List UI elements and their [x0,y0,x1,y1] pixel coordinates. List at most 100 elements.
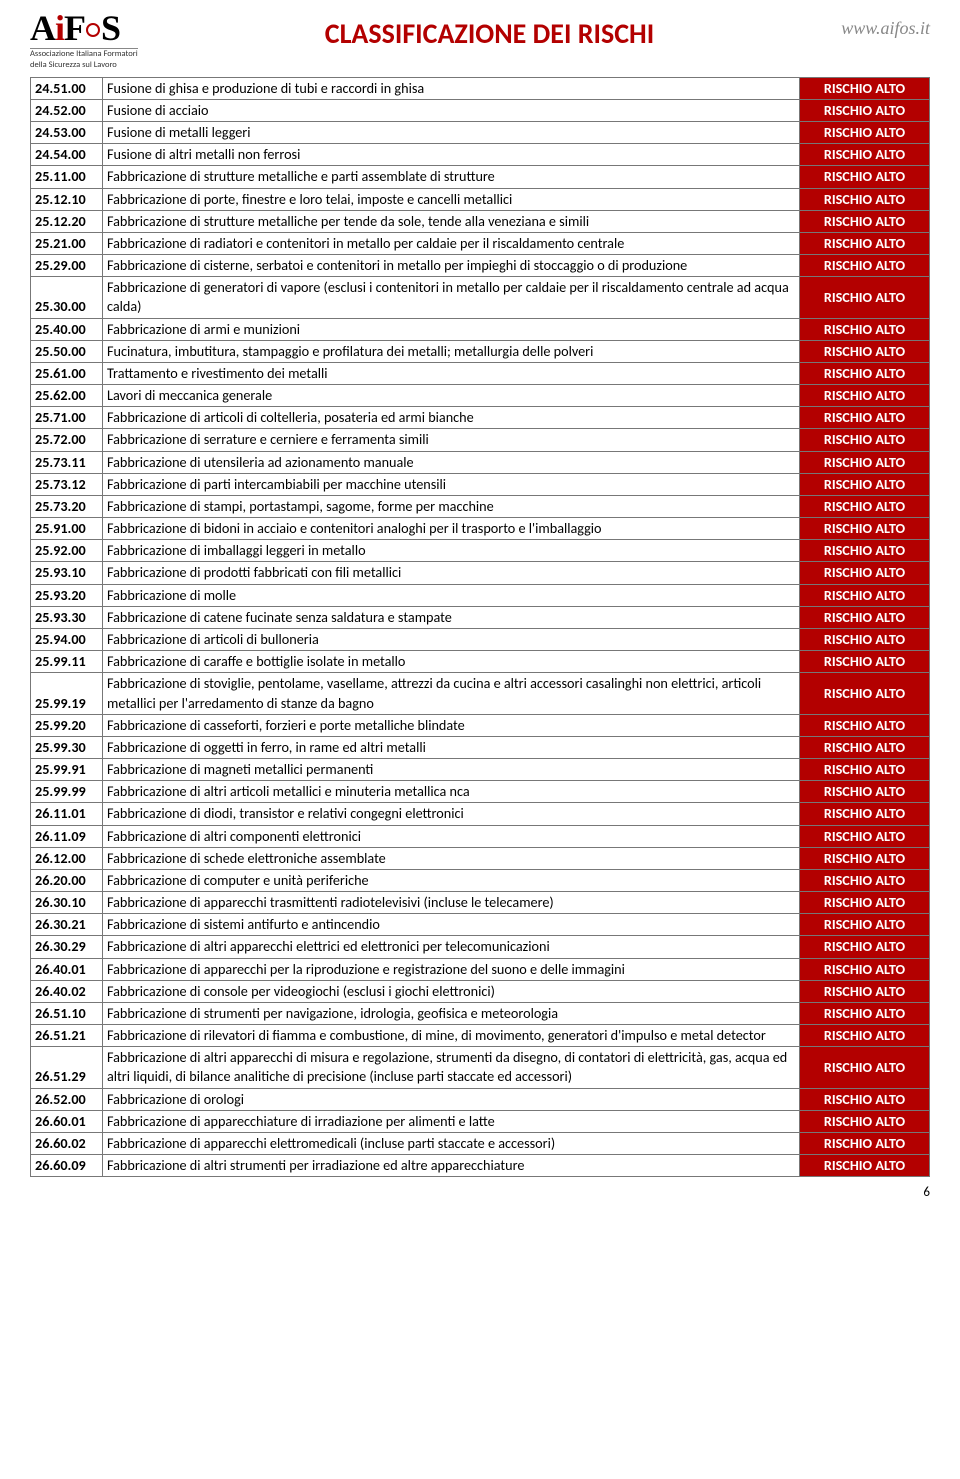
risk-cell: RISCHIO ALTO [800,255,930,277]
risk-cell: RISCHIO ALTO [800,99,930,121]
risk-cell: RISCHIO ALTO [800,1155,930,1177]
code-cell: 25.91.00 [31,518,103,540]
table-row: 25.94.00Fabbricazione di articoli di bul… [31,628,930,650]
code-cell: 25.94.00 [31,628,103,650]
description-cell: Fabbricazione di altri articoli metallic… [103,781,800,803]
code-cell: 24.53.00 [31,122,103,144]
description-cell: Lavori di meccanica generale [103,385,800,407]
table-row: 25.93.20Fabbricazione di molleRISCHIO AL… [31,584,930,606]
risk-cell: RISCHIO ALTO [800,759,930,781]
table-row: 24.53.00Fusione di metalli leggeriRISCHI… [31,122,930,144]
description-cell: Fabbricazione di oggetti in ferro, in ra… [103,736,800,758]
description-cell: Fabbricazione di orologi [103,1088,800,1110]
description-cell: Fabbricazione di computer e unità perife… [103,869,800,891]
risk-cell: RISCHIO ALTO [800,869,930,891]
table-row: 26.51.21Fabbricazione di rilevatori di f… [31,1025,930,1047]
logo-main: AiFS [30,10,120,46]
logo-subtitle-2: della Sicurezza sul Lavoro [30,61,117,70]
description-cell: Fabbricazione di stoviglie, pentolame, v… [103,673,800,714]
code-cell: 25.40.00 [31,318,103,340]
table-row: 25.99.30Fabbricazione di oggetti in ferr… [31,736,930,758]
description-cell: Fabbricazione di articoli di bulloneria [103,628,800,650]
logo-subtitle-1: Associazione Italiana Formatori [30,48,138,59]
code-cell: 25.93.20 [31,584,103,606]
risk-cell: RISCHIO ALTO [800,606,930,628]
table-row: 26.30.29Fabbricazione di altri apparecch… [31,936,930,958]
code-cell: 26.12.00 [31,847,103,869]
description-cell: Fabbricazione di magneti metallici perma… [103,759,800,781]
description-cell: Fabbricazione di diodi, transistor e rel… [103,803,800,825]
risk-cell: RISCHIO ALTO [800,1110,930,1132]
risk-cell: RISCHIO ALTO [800,122,930,144]
table-row: 25.93.30Fabbricazione di catene fucinate… [31,606,930,628]
table-row: 26.52.00Fabbricazione di orologiRISCHIO … [31,1088,930,1110]
table-row: 25.12.20Fabbricazione di strutture metal… [31,210,930,232]
table-row: 26.30.21Fabbricazione di sistemi antifur… [31,914,930,936]
table-row: 26.30.10Fabbricazione di apparecchi tras… [31,892,930,914]
description-cell: Fusione di acciaio [103,99,800,121]
code-cell: 26.52.00 [31,1088,103,1110]
code-cell: 26.30.29 [31,936,103,958]
risk-cell: RISCHIO ALTO [800,166,930,188]
table-row: 26.60.02Fabbricazione di apparecchi elet… [31,1132,930,1154]
risk-cell: RISCHIO ALTO [800,914,930,936]
table-row: 26.40.01Fabbricazione di apparecchi per … [31,958,930,980]
table-row: 25.21.00Fabbricazione di radiatori e con… [31,232,930,254]
table-row: 26.51.29Fabbricazione di altri apparecch… [31,1047,930,1088]
description-cell: Fusione di ghisa e produzione di tubi e … [103,77,800,99]
description-cell: Fabbricazione di radiatori e contenitori… [103,232,800,254]
table-row: 25.73.11Fabbricazione di utensileria ad … [31,451,930,473]
code-cell: 26.51.29 [31,1047,103,1088]
table-row: 25.40.00Fabbricazione di armi e munizion… [31,318,930,340]
risk-cell: RISCHIO ALTO [800,673,930,714]
table-row: 24.51.00Fusione di ghisa e produzione di… [31,77,930,99]
description-cell: Fabbricazione di porte, finestre e loro … [103,188,800,210]
logo-block: AiFS Associazione Italiana Formatori del… [30,10,138,71]
description-cell: Fabbricazione di strutture metalliche e … [103,166,800,188]
page-number: 6 [30,1185,930,1200]
code-cell: 25.73.11 [31,451,103,473]
description-cell: Trattamento e rivestimento dei metalli [103,362,800,384]
description-cell: Fabbricazione di altri strumenti per irr… [103,1155,800,1177]
code-cell: 25.12.20 [31,210,103,232]
description-cell: Fabbricazione di cisterne, serbatoi e co… [103,255,800,277]
code-cell: 25.30.00 [31,277,103,318]
description-cell: Fabbricazione di apparecchi elettromedic… [103,1132,800,1154]
description-cell: Fabbricazione di parti intercambiabili p… [103,473,800,495]
risk-cell: RISCHIO ALTO [800,714,930,736]
description-cell: Fabbricazione di molle [103,584,800,606]
description-cell: Fabbricazione di altri componenti elettr… [103,825,800,847]
risk-cell: RISCHIO ALTO [800,562,930,584]
risk-cell: RISCHIO ALTO [800,451,930,473]
table-row: 26.60.09Fabbricazione di altri strumenti… [31,1155,930,1177]
table-row: 25.99.91Fabbricazione di magneti metalli… [31,759,930,781]
description-cell: Fabbricazione di strumenti per navigazio… [103,1002,800,1024]
risk-cell: RISCHIO ALTO [800,1088,930,1110]
code-cell: 25.92.00 [31,540,103,562]
description-cell: Fabbricazione di sistemi antifurto e ant… [103,914,800,936]
code-cell: 25.12.10 [31,188,103,210]
risk-cell: RISCHIO ALTO [800,958,930,980]
risk-cell: RISCHIO ALTO [800,495,930,517]
code-cell: 26.30.10 [31,892,103,914]
risk-cell: RISCHIO ALTO [800,232,930,254]
risk-cell: RISCHIO ALTO [800,781,930,803]
code-cell: 25.21.00 [31,232,103,254]
risk-cell: RISCHIO ALTO [800,936,930,958]
risk-cell: RISCHIO ALTO [800,736,930,758]
code-cell: 26.51.10 [31,1002,103,1024]
description-cell: Fabbricazione di casseforti, forzieri e … [103,714,800,736]
code-cell: 25.99.11 [31,651,103,673]
table-row: 25.73.20Fabbricazione di stampi, portast… [31,495,930,517]
table-row: 26.51.10Fabbricazione di strumenti per n… [31,1002,930,1024]
description-cell: Fabbricazione di altri apparecchi elettr… [103,936,800,958]
table-row: 24.54.00Fusione di altri metalli non fer… [31,144,930,166]
description-cell: Fabbricazione di rilevatori di fiamma e … [103,1025,800,1047]
code-cell: 25.73.12 [31,473,103,495]
table-row: 26.11.09Fabbricazione di altri component… [31,825,930,847]
risk-cell: RISCHIO ALTO [800,803,930,825]
site-url: www.aifos.it [841,18,930,39]
description-cell: Fabbricazione di utensileria ad azioname… [103,451,800,473]
table-row: 25.30.00Fabbricazione di generatori di v… [31,277,930,318]
table-row: 26.12.00Fabbricazione di schede elettron… [31,847,930,869]
